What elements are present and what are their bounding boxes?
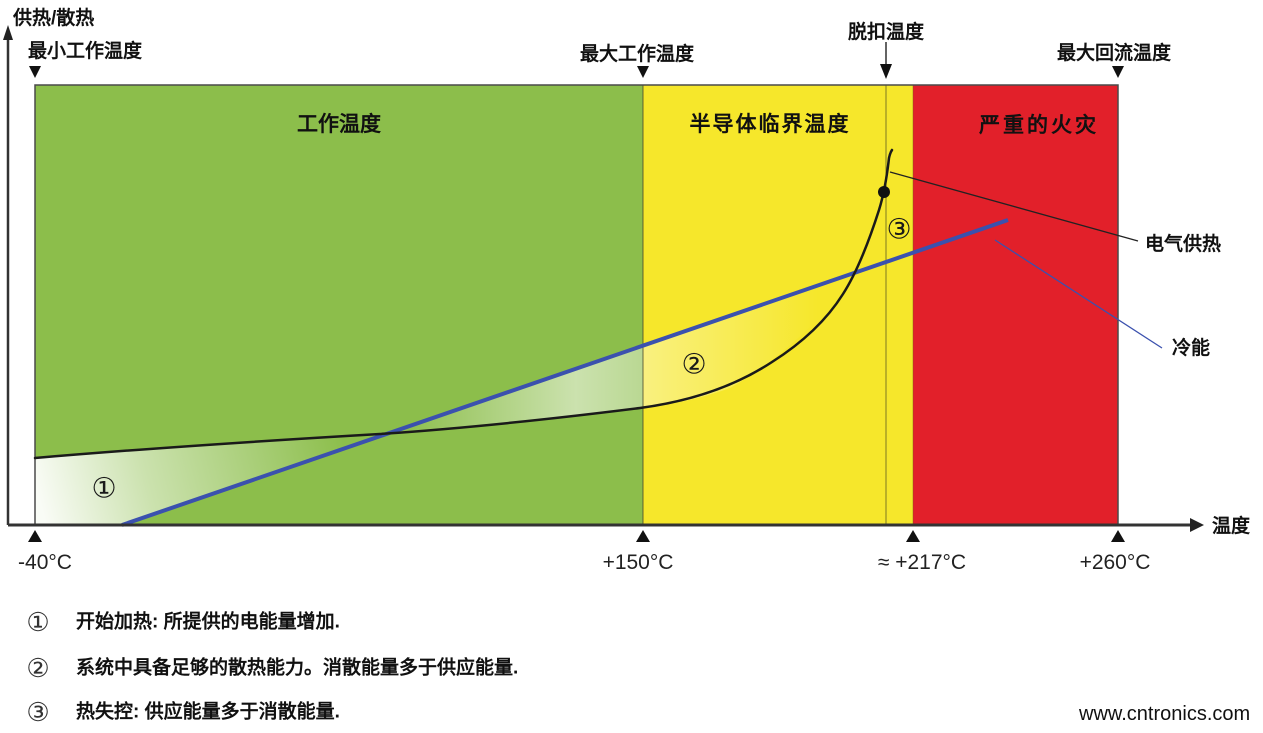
cooling-leader-line [994,239,1163,349]
x-axis-label: 温度 [1212,514,1251,537]
label-trip-temp: 脱扣温度 [848,20,925,43]
tick-260: +260°C [1080,551,1151,574]
legend-3-num: ③ [26,697,49,727]
legend-1-num: ① [26,607,49,637]
y-axis-label: 供热/散热 [12,6,94,29]
label-min-operating-temp: 最小工作温度 [28,39,143,62]
region-1-heating-start [35,434,385,525]
legend-3-text: 热失控: 供应能量多于消散能量. [76,700,340,723]
zone-label-operating: 工作温度 [297,112,381,136]
callout-electrical-heating: 电气供热 [1145,232,1221,255]
marker-3-circle: ③ [886,214,911,245]
cooling-line [121,218,1009,527]
zone-severe-fire-red [913,85,1118,525]
legend-2-num: ② [26,653,49,683]
max-reflow-marker-icon [1112,66,1124,78]
watermark: www.cntronics.com [1078,703,1250,725]
tick-marker-150-icon [636,530,650,542]
x-axis-arrow-icon [1190,518,1204,532]
tick-150: +150°C [603,551,674,574]
tick-marker-217-icon [906,530,920,542]
electrical-heating-leader-line [889,171,1139,242]
marker-1-circle: ① [91,473,116,504]
tick-marker-260-icon [1111,530,1125,542]
label-max-operating-temp: 最大工作温度 [580,42,695,65]
legend: ① 开始加热: 所提供的电能量增加. ② 系统中具备足够的散热能力。消散能量多于… [26,607,518,727]
callout-cooling: 冷能 [1172,336,1210,359]
legend-1-text: 开始加热: 所提供的电能量增加. [76,610,340,633]
min-operating-marker-icon [29,66,41,78]
tick-marker-minus40-icon [28,530,42,542]
marker-2-circle: ② [681,349,706,380]
max-operating-marker-icon [637,66,649,78]
y-axis-arrow-icon [3,25,13,40]
tick-217: ≈ +217°C [878,551,966,574]
zone-label-severe-fire: 严重的火灾 [979,113,1099,137]
runaway-point-dot [878,186,890,198]
label-max-reflow-temp: 最大回流温度 [1057,41,1172,64]
zone-label-semiconductor-critical: 半导体临界温度 [690,112,851,136]
tick-minus40: -40°C [18,551,72,574]
legend-2-text: 系统中具备足够的散热能力。消散能量多于供应能量. [76,656,518,679]
trip-marker-icon [880,64,892,79]
